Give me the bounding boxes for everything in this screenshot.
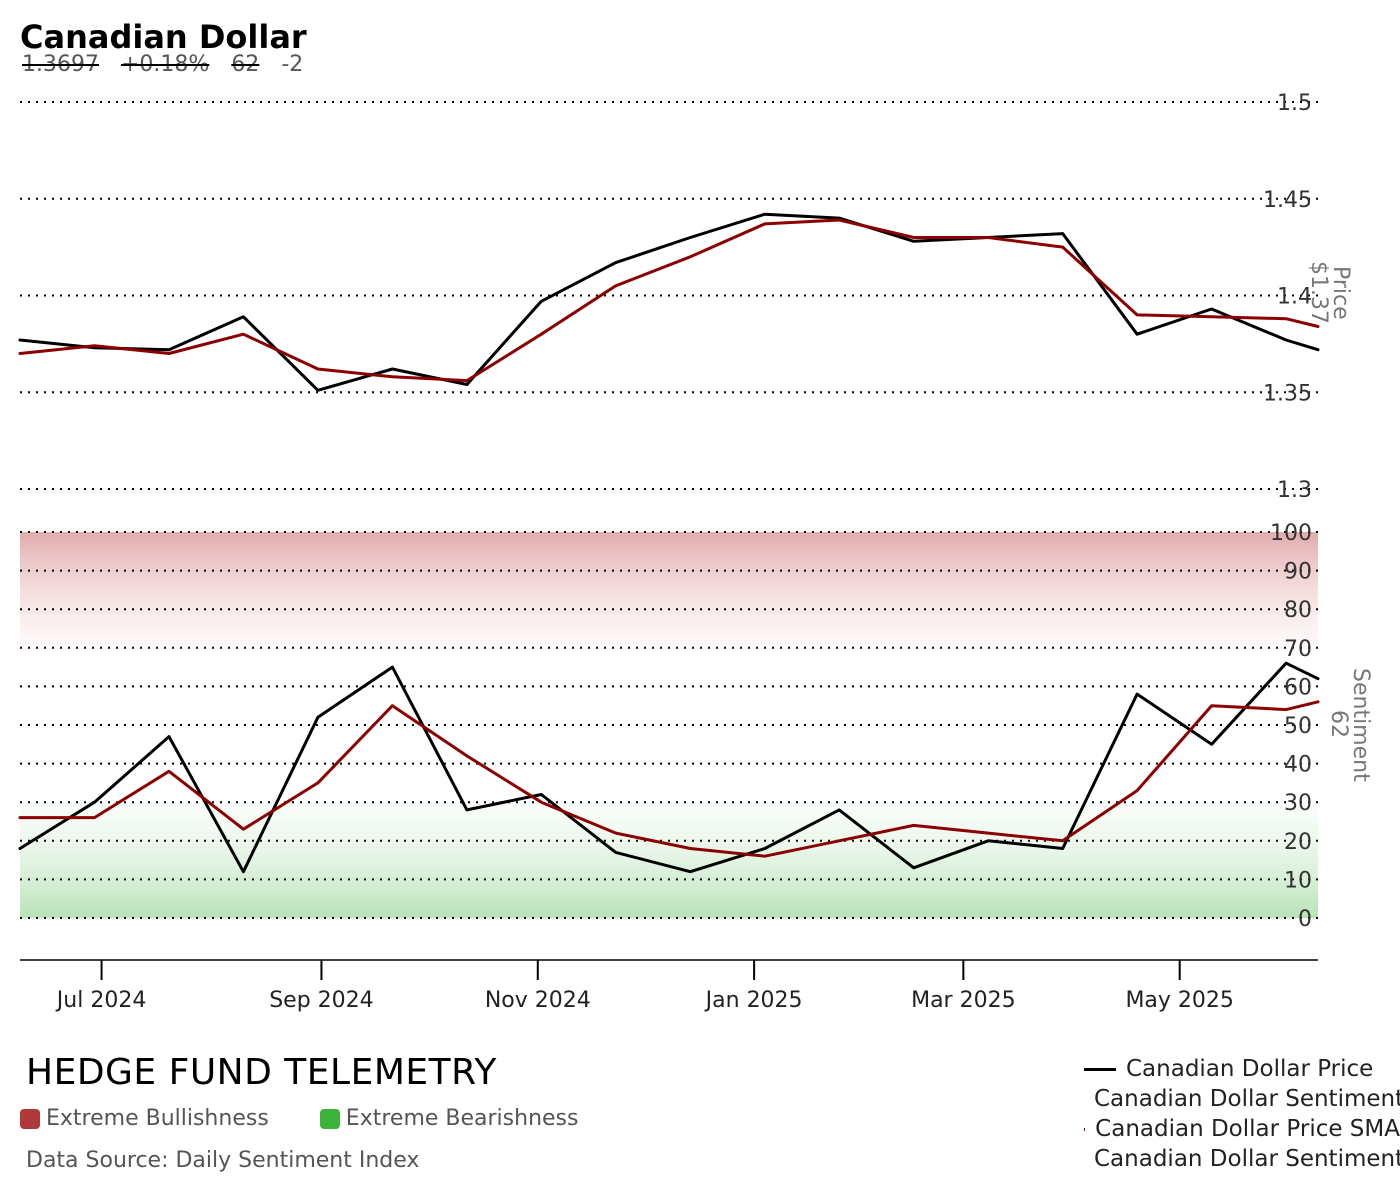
x-axis: Jul 2024 Sep 2024 Nov 2024 Jan 2025 Mar 2025… [55,960,1234,1013]
legend-label: Canadian Dollar Sentiment SMA [1094,1146,1400,1172]
y-tick-label: 1.4 [1277,285,1312,310]
series-line [18,661,1320,874]
header-stats: 1.3697 +0.18% 62 -2 [22,52,325,77]
data-source: Data Source: Daily Sentiment Index [26,1148,420,1173]
legend-label: Canadian Dollar Price SMA [1095,1116,1400,1142]
price-readout: 1.3697 [22,52,99,77]
y-tick-label: 10 [1284,868,1312,893]
bull-swatch [20,1108,40,1129]
x-tick-label: May 2025 [1125,988,1233,1013]
y-tick-label: 20 [1284,830,1312,855]
extreme-bullishness-zone [20,532,1318,648]
zone-key: Extreme Bullishness Extreme Bearishness [20,1106,622,1135]
y-tick-label: 90 [1284,560,1312,585]
series-line [18,218,1320,383]
zone-bull-label: Extreme Bullishness [46,1106,269,1131]
sentiment-axis-title: Sentiment [1348,668,1373,782]
sentiment-axis-value: 62 [1326,710,1351,738]
sentiment-readout: 62 [231,52,260,77]
legend-item: Canadian Dollar Price [1084,1054,1400,1084]
series-line [18,700,1320,858]
y-tick-label: 0 [1298,907,1312,932]
price-axis-title: Price [1328,266,1353,320]
y-tick-label: 60 [1284,675,1312,700]
zone-bear-label: Extreme Bearishness [345,1106,579,1131]
x-tick-label: Jan 2025 [704,988,803,1013]
sentiment-gridlines: 0 10 20 30 40 50 60 70 80 90 100 [20,521,1318,932]
y-tick-label: 80 [1284,598,1312,623]
y-tick-label: 70 [1284,637,1312,662]
sentiment-series [18,661,1320,874]
y-tick-label: 50 [1284,714,1312,739]
x-tick-label: Mar 2025 [911,988,1016,1013]
sentiment-change-readout: -2 [281,52,304,77]
legend-item: Canadian Dollar Price SMA [1084,1114,1400,1144]
change-readout: +0.18% [120,52,210,77]
price-axis-value: $1.37 [1306,261,1331,324]
y-tick-label: 1.3 [1277,478,1312,503]
legend-item: Canadian Dollar Sentiment SMA [1084,1144,1400,1174]
legend-swatch [1084,1067,1116,1071]
legend-label: Canadian Dollar Price [1126,1056,1374,1082]
y-tick-label: 1.45 [1263,188,1312,213]
x-tick-label: Jul 2024 [55,988,147,1013]
y-tick-label: 1.35 [1263,381,1312,406]
y-tick-label: 40 [1284,753,1312,778]
brand-name: HEDGE FUND TELEMETRY [26,1052,497,1093]
zone-key-bull: Extreme Bullishness [20,1106,269,1131]
price-gridlines: 1.3 1.35 1.4 1.45 1.5 [20,91,1318,503]
bear-swatch [319,1108,340,1129]
x-tick-label: Sep 2024 [269,988,373,1013]
y-tick-label: 100 [1270,521,1312,546]
price-series [18,212,1320,392]
chart-title: Canadian Dollar [20,18,307,56]
series-line [18,212,1320,392]
legend-item: Canadian Dollar Sentiment [1084,1084,1400,1114]
legend-swatch [1084,1127,1086,1131]
zone-key-bear: Extreme Bearishness [319,1106,579,1131]
legend-label: Canadian Dollar Sentiment [1094,1086,1400,1112]
chart-legend: Canadian Dollar Price Canadian Dollar Se… [1084,1054,1400,1174]
y-tick-label: 30 [1284,791,1312,816]
x-tick-label: Nov 2024 [485,988,591,1013]
y-tick-label: 1.5 [1277,91,1312,116]
